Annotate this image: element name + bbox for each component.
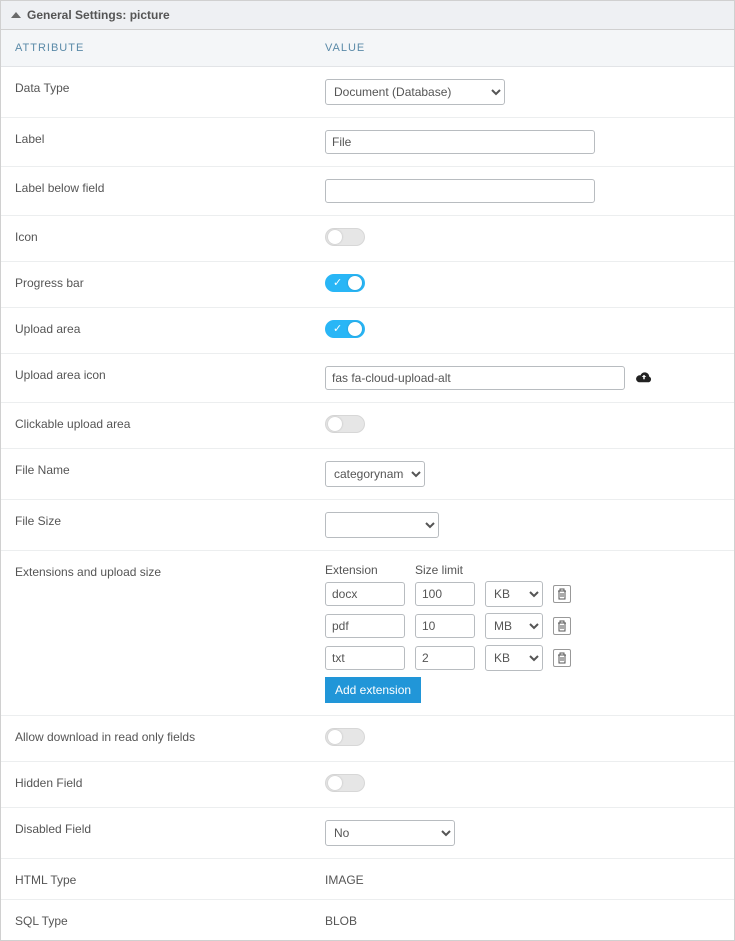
add-extension-button[interactable]: Add extension bbox=[325, 677, 421, 703]
label-file-size: File Size bbox=[15, 512, 325, 528]
progress-bar-toggle[interactable]: ✓ bbox=[325, 274, 365, 292]
label-hidden-field: Hidden Field bbox=[15, 774, 325, 790]
row-allow-download: Allow download in read only fields bbox=[1, 716, 734, 762]
disabled-field-select[interactable]: No bbox=[325, 820, 455, 846]
label-sql-type: SQL Type bbox=[15, 912, 325, 928]
ext-row: KB bbox=[325, 581, 720, 607]
row-progress-bar: Progress bar ✓ bbox=[1, 262, 734, 308]
ext-row: KB bbox=[325, 645, 720, 671]
trash-icon bbox=[557, 652, 567, 664]
ext-row: MB bbox=[325, 613, 720, 639]
row-extensions: Extensions and upload size Extension Siz… bbox=[1, 551, 734, 716]
ext-input[interactable] bbox=[325, 646, 405, 670]
row-label: Label bbox=[1, 118, 734, 167]
data-type-select[interactable]: Document (Database) bbox=[325, 79, 505, 105]
label-progress-bar: Progress bar bbox=[15, 274, 325, 290]
row-disabled-field: Disabled Field No bbox=[1, 808, 734, 859]
ext-input[interactable] bbox=[325, 614, 405, 638]
label-upload-area: Upload area bbox=[15, 320, 325, 336]
trash-icon bbox=[557, 588, 567, 600]
column-headers: ATTRIBUTE VALUE bbox=[1, 30, 734, 67]
file-name-select[interactable]: categoryname bbox=[325, 461, 425, 487]
clickable-upload-toggle[interactable] bbox=[325, 415, 365, 433]
label-html-type: HTML Type bbox=[15, 871, 325, 887]
ext-input[interactable] bbox=[325, 582, 405, 606]
ext-size-input[interactable] bbox=[415, 582, 475, 606]
hidden-field-toggle[interactable] bbox=[325, 774, 365, 792]
ext-header-extension: Extension bbox=[325, 563, 405, 577]
cloud-upload-icon bbox=[635, 370, 653, 387]
label-input[interactable] bbox=[325, 130, 595, 154]
label-label-below: Label below field bbox=[15, 179, 325, 195]
row-data-type: Data Type Document (Database) bbox=[1, 67, 734, 118]
ext-unit-select[interactable]: MB bbox=[485, 613, 543, 639]
collapse-icon bbox=[11, 12, 21, 18]
label-extensions: Extensions and upload size bbox=[15, 563, 325, 579]
ext-unit-select[interactable]: KB bbox=[485, 645, 543, 671]
upload-area-toggle[interactable]: ✓ bbox=[325, 320, 365, 338]
settings-panel: General Settings: picture ATTRIBUTE VALU… bbox=[0, 0, 735, 941]
icon-toggle[interactable] bbox=[325, 228, 365, 246]
ext-size-input[interactable] bbox=[415, 646, 475, 670]
upload-area-icon-input[interactable] bbox=[325, 366, 625, 390]
row-clickable-upload: Clickable upload area bbox=[1, 403, 734, 449]
column-attribute: ATTRIBUTE bbox=[15, 42, 325, 54]
row-hidden-field: Hidden Field bbox=[1, 762, 734, 808]
panel-header[interactable]: General Settings: picture bbox=[1, 1, 734, 30]
delete-ext-button[interactable] bbox=[553, 617, 571, 635]
column-value: VALUE bbox=[325, 42, 720, 54]
trash-icon bbox=[557, 620, 567, 632]
file-size-select[interactable] bbox=[325, 512, 439, 538]
row-icon: Icon bbox=[1, 216, 734, 262]
row-label-below: Label below field bbox=[1, 167, 734, 216]
label-icon: Icon bbox=[15, 228, 325, 244]
label-upload-area-icon: Upload area icon bbox=[15, 366, 325, 382]
panel-title: General Settings: picture bbox=[27, 8, 170, 22]
ext-header-size: Size limit bbox=[415, 563, 463, 577]
delete-ext-button[interactable] bbox=[553, 585, 571, 603]
ext-size-input[interactable] bbox=[415, 614, 475, 638]
label-file-name: File Name bbox=[15, 461, 325, 477]
ext-unit-select[interactable]: KB bbox=[485, 581, 543, 607]
sql-type-value: BLOB bbox=[325, 912, 720, 928]
label-below-input[interactable] bbox=[325, 179, 595, 203]
label-clickable-upload: Clickable upload area bbox=[15, 415, 325, 431]
label-disabled-field: Disabled Field bbox=[15, 820, 325, 836]
row-upload-area-icon: Upload area icon bbox=[1, 354, 734, 403]
html-type-value: IMAGE bbox=[325, 871, 720, 887]
row-sql-type: SQL Type BLOB bbox=[1, 900, 734, 940]
row-html-type: HTML Type IMAGE bbox=[1, 859, 734, 900]
label-label: Label bbox=[15, 130, 325, 146]
delete-ext-button[interactable] bbox=[553, 649, 571, 667]
allow-download-toggle[interactable] bbox=[325, 728, 365, 746]
row-file-size: File Size bbox=[1, 500, 734, 551]
row-upload-area: Upload area ✓ bbox=[1, 308, 734, 354]
label-data-type: Data Type bbox=[15, 79, 325, 95]
row-file-name: File Name categoryname bbox=[1, 449, 734, 500]
